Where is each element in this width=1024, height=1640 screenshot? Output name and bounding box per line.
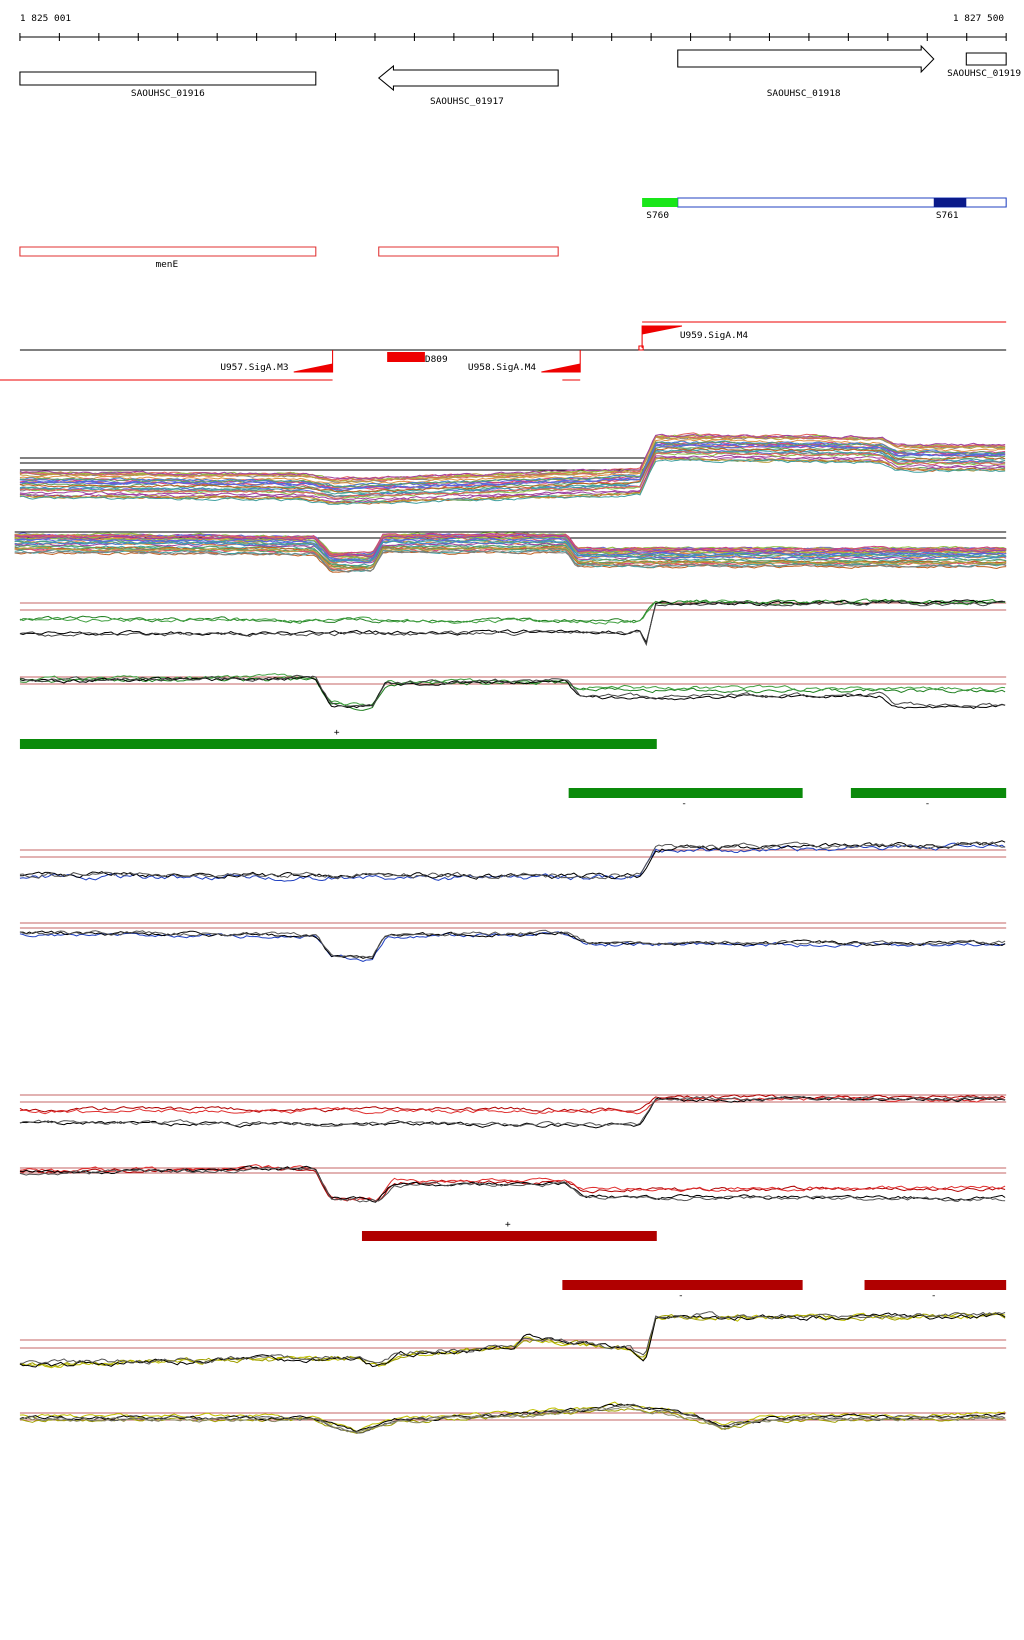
feature-label: S760: [646, 210, 669, 221]
segment: [562, 1280, 803, 1290]
ruler-start: 1 825 001: [20, 13, 71, 24]
segment: [361, 1231, 657, 1241]
signal-line: [19, 454, 1006, 501]
strand-label: -: [931, 1290, 937, 1301]
signal-line: [19, 842, 1006, 882]
feature: [933, 198, 967, 207]
annotation: [19, 246, 317, 257]
signal-line: [14, 549, 1007, 573]
segment: [568, 788, 803, 798]
gene-label: SAOUHSC_01919: [947, 68, 1021, 79]
segment: [864, 1280, 1007, 1290]
signal-line: [14, 534, 1007, 558]
promoter: [641, 325, 683, 348]
gene: [19, 71, 317, 86]
signal-line: [14, 549, 1007, 573]
signal-line: [19, 600, 1006, 647]
strand-label: +: [505, 1219, 511, 1230]
gene: [677, 44, 935, 74]
promoter: [541, 350, 581, 373]
signal-line: [19, 1166, 1006, 1203]
signal-line: [14, 550, 1007, 573]
strand-label: -: [678, 1290, 684, 1301]
signal-line: [19, 929, 1006, 959]
strand-label: +: [334, 727, 340, 738]
feature: [642, 198, 678, 207]
gene: [377, 64, 559, 92]
signal-line: [19, 440, 1006, 488]
promoter-label: U958.SigA.M4: [468, 362, 537, 373]
signal-line: [19, 447, 1006, 493]
promoter-start: [638, 345, 644, 351]
annotation: [378, 246, 559, 257]
promoter: [293, 350, 334, 373]
segment: [19, 739, 657, 749]
signal-line: [19, 459, 1006, 505]
signal-line: [14, 535, 1007, 560]
signal-line: [19, 444, 1006, 490]
signal-line: [19, 931, 1006, 962]
signal-line: [19, 451, 1006, 499]
signal-line: [19, 841, 1006, 880]
promoter-label: D809: [425, 354, 448, 365]
signal-line: [19, 1311, 1006, 1365]
signal-line: [14, 546, 1007, 570]
promoter: [387, 352, 425, 362]
gene-label: SAOUHSC_01918: [767, 88, 841, 99]
strand-label: -: [925, 798, 931, 809]
segment: [850, 788, 1007, 798]
signal-line: [19, 1096, 1006, 1115]
signal-line: [14, 537, 1007, 561]
feature-label: S761: [936, 210, 959, 221]
signal-line: [14, 542, 1007, 564]
signal-line: [19, 438, 1006, 486]
signal-line: [19, 1312, 1006, 1368]
ruler-end: 1 827 500: [953, 13, 1004, 24]
promoter-label: U959.SigA.M4: [680, 330, 749, 341]
signal-line: [19, 1096, 1006, 1129]
signal-tracks: [14, 432, 1007, 1434]
signal-line: [14, 546, 1007, 570]
signal-line: [14, 539, 1007, 563]
gene: [965, 52, 1007, 66]
signal-line: [19, 599, 1006, 625]
ruler: 1 825 001 1 827 500: [19, 13, 1007, 41]
signal-line: [19, 433, 1006, 480]
promoter-label: U957.SigA.M3: [220, 362, 288, 373]
strand-label: -: [681, 798, 687, 809]
gene-label: SAOUHSC_01916: [131, 88, 205, 99]
signal-line: [19, 674, 1006, 708]
signal-line: [14, 540, 1007, 563]
signal-line: [19, 1403, 1006, 1434]
signal-line: [19, 930, 1006, 960]
signal-line: [19, 1405, 1006, 1433]
signal-line: [19, 1095, 1006, 1128]
annotation-label: menE: [155, 259, 178, 270]
gene-label: SAOUHSC_01917: [430, 96, 504, 107]
